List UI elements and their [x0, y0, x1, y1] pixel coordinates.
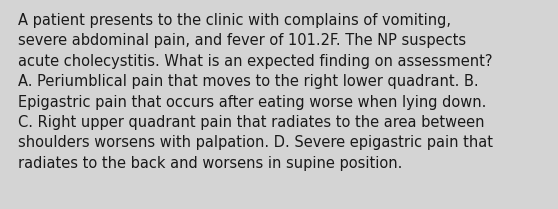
Text: A patient presents to the clinic with complains of vomiting,
severe abdominal pa: A patient presents to the clinic with co… [18, 13, 493, 171]
